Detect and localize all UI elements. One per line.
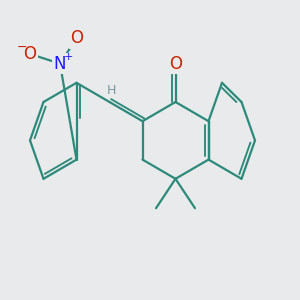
Text: +: + bbox=[64, 52, 73, 62]
Text: H: H bbox=[106, 84, 116, 97]
Text: O: O bbox=[169, 55, 182, 73]
Text: −: − bbox=[16, 41, 27, 54]
Text: N: N bbox=[54, 55, 66, 73]
Text: O: O bbox=[23, 45, 37, 63]
Text: O: O bbox=[70, 29, 83, 47]
